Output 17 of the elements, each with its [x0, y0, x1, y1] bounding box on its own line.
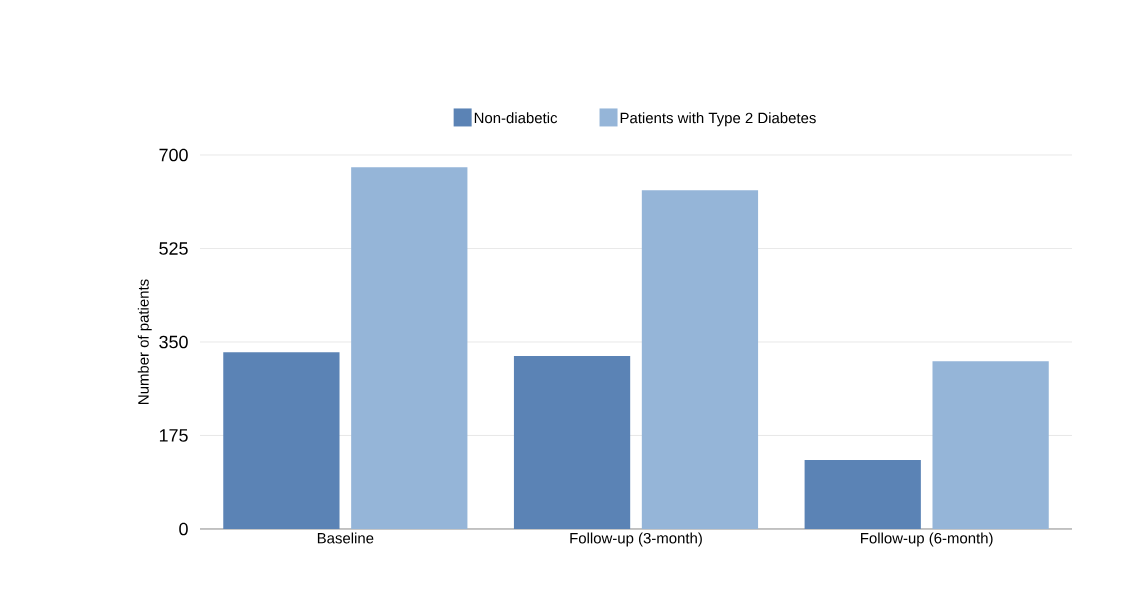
bar	[223, 352, 340, 529]
y-axis-title: Number of patients	[137, 279, 152, 404]
y-tick-label: 525	[159, 242, 188, 255]
y-tick-label: 350	[159, 335, 188, 349]
legend-label: Patients with Type 2 Diabetes	[620, 112, 816, 127]
bar	[804, 460, 921, 529]
bar	[932, 361, 1049, 529]
y-tick-label: 175	[159, 429, 188, 442]
bar	[351, 167, 468, 529]
y-tick-label: 0	[179, 522, 188, 536]
legend-label: Non-diabetic	[474, 112, 558, 124]
x-tick-label: Baseline	[317, 532, 374, 544]
bar	[513, 355, 631, 529]
y-tick-label: 700	[159, 148, 188, 162]
x-tick-label: Follow-up (3-month)	[570, 532, 702, 547]
x-tick-label: Follow-up (6-month)	[861, 532, 993, 547]
bar	[641, 190, 759, 529]
